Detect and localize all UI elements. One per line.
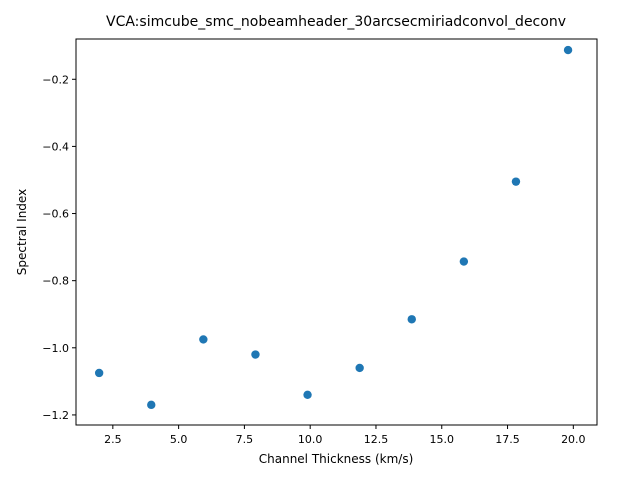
data-point <box>459 257 469 266</box>
data-point <box>251 350 260 359</box>
x-tick-label: 15.0 <box>430 433 455 446</box>
chart-title: VCA:simcube_smc_nobeamheader_30arcsecmir… <box>106 14 566 30</box>
x-tick-label: 10.0 <box>298 433 323 446</box>
plot-area <box>76 39 597 425</box>
y-tick-label: −1.0 <box>42 342 69 355</box>
y-tick-label: −0.8 <box>42 275 69 288</box>
data-point <box>355 363 364 373</box>
x-tick-label: 17.5 <box>495 433 520 446</box>
y-tick-label: −1.2 <box>42 409 69 422</box>
data-point <box>303 390 312 399</box>
x-tick-label: 2.5 <box>104 433 122 446</box>
x-tick-label: 12.5 <box>364 433 389 446</box>
data-point <box>94 368 104 378</box>
data-point <box>563 45 573 55</box>
data-point <box>199 335 208 344</box>
y-tick-label: −0.6 <box>42 208 69 221</box>
x-axis-label: Channel Thickness (km/s) <box>259 452 414 466</box>
data-points <box>94 45 573 410</box>
x-axis-ticks: 2.5 5.0 7.5 10.0 12.5 15.0 17.5 20.0 <box>104 425 586 446</box>
plot-frame <box>75 38 598 426</box>
data-point <box>407 315 416 324</box>
x-tick-label: 20.0 <box>561 433 586 446</box>
data-point <box>511 177 521 186</box>
y-tick-label: −0.2 <box>42 73 69 86</box>
x-tick-label: 5.0 <box>170 433 188 446</box>
x-tick-label: 7.5 <box>236 433 254 446</box>
data-point <box>147 400 156 410</box>
y-axis-label: Spectral Index <box>15 189 29 275</box>
y-axis-ticks: −1.2 −1.0 −0.8 −0.6 −0.4 −0.2 <box>42 73 76 422</box>
y-tick-label: −0.4 <box>42 140 69 153</box>
